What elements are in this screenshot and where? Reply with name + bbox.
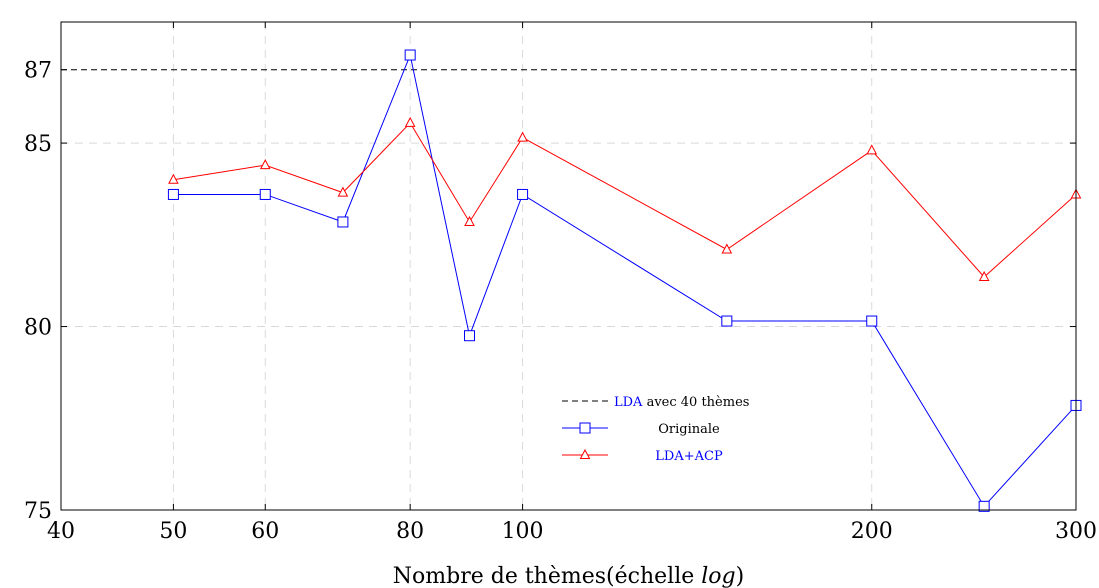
data-point-originale — [404, 49, 416, 61]
y-tick-label: 85 — [24, 132, 52, 157]
y-tick-label: 80 — [24, 316, 52, 341]
data-point-lda-acp — [259, 159, 271, 170]
data-point-originale — [259, 188, 271, 200]
y-tick-label: 87 — [24, 59, 52, 84]
x-axis-title: Nombre de thèmes(échelle log) — [393, 564, 744, 588]
data-point-originale — [167, 188, 179, 200]
x-tick-label: 100 — [502, 519, 544, 544]
y-tick-label: 75 — [24, 499, 52, 524]
series-line-lda-acp — [173, 122, 1077, 278]
data-point-lda-acp — [978, 270, 990, 282]
x-tick-label: 50 — [159, 519, 187, 544]
data-point-lda-acp — [517, 131, 528, 142]
data-point-originale — [464, 330, 476, 342]
data-point-originale — [517, 188, 529, 200]
legend: LDA avec 40 thèmes Originale LDA+ACP — [556, 385, 778, 470]
legend-entry-lda-acp: LDA+ACP — [562, 448, 723, 464]
legend-marker-originale — [579, 422, 591, 434]
data-point-lda-acp — [866, 144, 878, 155]
data-point-lda-acp — [337, 186, 349, 197]
x-tick-label: 300 — [1055, 519, 1097, 544]
data-point-lda-acp — [404, 116, 416, 127]
data-point-lda-acp — [721, 243, 733, 254]
data-point-originale — [337, 216, 349, 228]
x-tick-label: 80 — [396, 519, 424, 544]
x-axis-title-italic: log — [701, 564, 735, 588]
legend-entry-originale: Originale — [562, 422, 720, 437]
x-tick-label: 200 — [851, 519, 893, 544]
x-tick-label: 60 — [251, 519, 279, 544]
legend-entry-baseline: LDA avec 40 thèmes — [562, 395, 749, 410]
legend-label-lda-acp: LDA+ACP — [655, 449, 723, 464]
data-point-originale — [978, 500, 990, 512]
x-axis-title-suffix: ) — [736, 564, 745, 588]
legend-label-originale: Originale — [658, 422, 720, 437]
ticks — [60, 22, 1077, 511]
x-axis-title-prefix: Nombre de thèmes(échelle — [393, 564, 701, 588]
grid — [61, 22, 1076, 510]
legend-label-baseline: LDA avec 40 thèmes — [614, 395, 749, 410]
data-point-originale — [866, 315, 878, 327]
x-tick-label: 40 — [47, 519, 75, 544]
x-tick-labels: 40 50 60 80 100 200 300 — [47, 519, 1097, 544]
data-point-originale — [721, 315, 733, 327]
legend-label-baseline-suffix: avec 40 thèmes — [642, 395, 749, 410]
series-lda-acp — [168, 116, 1082, 282]
plot-frame — [60, 21, 1077, 511]
legend-marker-lda-acp — [579, 448, 591, 459]
y-tick-labels: 75 80 85 87 — [24, 59, 52, 524]
data-point-lda-acp — [168, 173, 179, 184]
data-point-lda-acp — [464, 215, 475, 226]
series-line-originale — [173, 53, 1077, 508]
legend-label-baseline-prefix: LDA — [614, 395, 643, 410]
